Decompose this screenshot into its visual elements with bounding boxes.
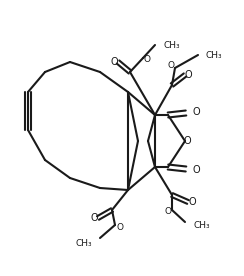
Text: CH₃: CH₃ <box>206 51 223 60</box>
Text: O: O <box>192 165 200 175</box>
Text: CH₃: CH₃ <box>193 221 210 230</box>
Text: O: O <box>90 213 98 223</box>
Text: O: O <box>188 197 196 207</box>
Text: O: O <box>167 60 174 70</box>
Text: O: O <box>183 136 191 146</box>
Text: O: O <box>184 70 192 80</box>
Text: O: O <box>116 222 123 232</box>
Text: CH₃: CH₃ <box>75 238 92 248</box>
Text: O: O <box>143 55 151 65</box>
Text: CH₃: CH₃ <box>163 41 180 49</box>
Text: O: O <box>192 107 200 117</box>
Text: O: O <box>164 208 172 216</box>
Text: O: O <box>110 57 118 67</box>
